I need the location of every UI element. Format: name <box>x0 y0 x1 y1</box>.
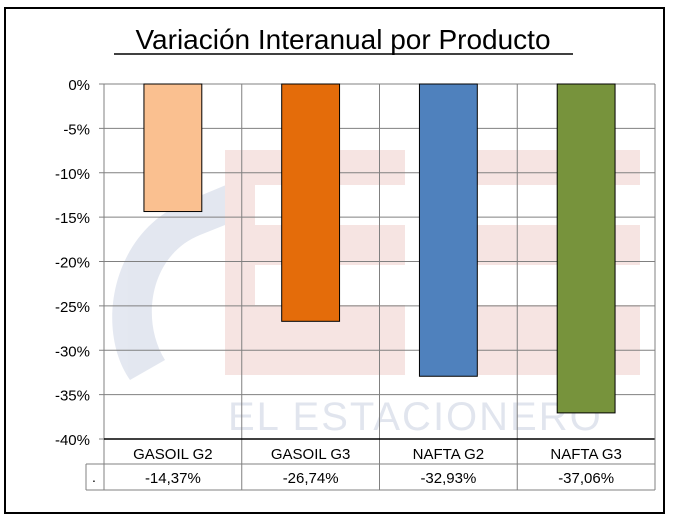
legend-key-marker: . <box>92 469 96 485</box>
y-tick-label: -35% <box>55 388 90 405</box>
data-table-value: -14,37% <box>145 470 201 487</box>
data-table-value: -32,93% <box>420 470 476 487</box>
category-label: NAFTA G3 <box>550 446 621 463</box>
chart-title: Variación Interanual por Producto <box>135 24 550 55</box>
svg-text:EL ESTACIONERO: EL ESTACIONERO <box>228 395 603 439</box>
category-label: NAFTA G2 <box>413 446 484 463</box>
y-tick-label: -20% <box>55 255 90 272</box>
y-tick-label: 0% <box>68 77 90 94</box>
y-tick-label: -10% <box>55 166 90 183</box>
bar <box>281 83 341 322</box>
data-table-value: -37,06% <box>558 470 614 487</box>
category-label: GASOIL G2 <box>133 446 212 463</box>
bar <box>418 83 478 377</box>
y-tick-label: -15% <box>55 210 90 227</box>
bar <box>556 83 616 414</box>
y-tick-label: -40% <box>55 432 90 449</box>
y-tick-label: -30% <box>55 343 90 360</box>
y-tick-label: -5% <box>63 121 90 138</box>
bar <box>143 83 203 213</box>
category-label: GASOIL G3 <box>271 446 350 463</box>
y-tick-label: -25% <box>55 299 90 316</box>
data-table-value: -26,74% <box>283 470 339 487</box>
